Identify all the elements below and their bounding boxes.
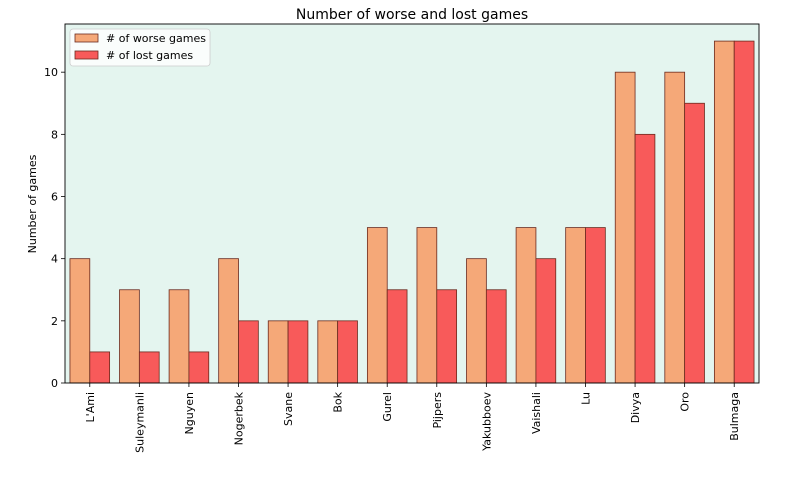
- bar-worse-8: [466, 258, 487, 384]
- legend-label-0: # of worse games: [106, 32, 206, 45]
- y-tick-label-2: 4: [51, 253, 58, 266]
- bar-lost-12: [684, 102, 705, 384]
- bar-worse-10: [565, 227, 586, 384]
- y-tick-label-0: 0: [51, 377, 58, 390]
- bar-lost-3: [238, 320, 259, 384]
- bar-lost-7: [436, 289, 458, 384]
- y-axis-label: Number of games: [26, 154, 39, 253]
- legend-swatch-0: [74, 33, 99, 43]
- x-tick-label-4: Svane: [282, 392, 295, 426]
- x-tick-label-9: Vaishali: [530, 392, 543, 434]
- chart-title: Number of worse and lost games: [296, 7, 528, 23]
- x-tick-label-6: Gurel: [381, 392, 394, 422]
- bar-worse-1: [119, 289, 140, 384]
- plot-frame: [64, 23, 760, 384]
- bar-worse-9: [515, 227, 537, 384]
- bar-worse-12: [664, 71, 686, 384]
- bar-lost-0: [89, 351, 111, 384]
- x-tick-label-8: Yakubboev: [480, 392, 493, 452]
- bar-worse-11: [614, 71, 636, 384]
- legend-box: [69, 28, 211, 67]
- x-tick-label-11: Divya: [629, 392, 642, 423]
- x-tick-label-13: Bulmaga: [728, 392, 741, 441]
- legend: # of worse games # of lost games: [69, 28, 211, 67]
- bar-lost-5: [337, 320, 358, 384]
- y-axis: 0 2 4 6 8 10: [44, 66, 65, 390]
- y-tick-label-3: 6: [51, 191, 58, 204]
- legend-label-1: # of lost games: [106, 49, 193, 62]
- y-tick-label-5: 10: [44, 66, 58, 79]
- bar-worse-0: [69, 258, 91, 384]
- bar-lost-8: [485, 289, 507, 384]
- x-tick-label-12: Oro: [679, 392, 692, 412]
- x-tick-label-3: Nogerbek: [233, 391, 246, 445]
- x-tick-label-0: L'Ami: [84, 392, 97, 422]
- bar-lost-9: [535, 258, 557, 384]
- x-axis: L'Ami Suleymanli Nguyen Nogerbek Svane Bok Gur…: [84, 383, 741, 453]
- x-tick-label-5: Bok: [332, 391, 345, 412]
- bar-worse-13: [713, 40, 735, 384]
- bar-worse-3: [218, 258, 239, 384]
- x-tick-label-1: Suleymanli: [133, 392, 146, 453]
- bar-worse-6: [366, 227, 388, 384]
- bar-worse-5: [317, 320, 339, 384]
- bar-worse-7: [416, 227, 438, 384]
- bar-lost-13: [733, 40, 755, 384]
- x-tick-label-10: Lu: [580, 392, 593, 405]
- bars-group: [69, 40, 755, 384]
- x-tick-label-2: Nguyen: [183, 392, 196, 434]
- bar-worse-4: [267, 320, 289, 384]
- bar-lost-6: [386, 289, 408, 384]
- bar-lost-2: [188, 351, 210, 384]
- legend-swatch-1: [74, 50, 99, 60]
- bar-worse-2: [168, 289, 190, 384]
- bar-lost-10: [585, 227, 606, 384]
- bar-lost-1: [138, 351, 160, 384]
- bar-lost-4: [287, 320, 309, 384]
- bar-lost-11: [634, 133, 656, 384]
- y-tick-label-1: 2: [51, 315, 58, 328]
- y-tick-label-4: 8: [51, 128, 58, 141]
- x-tick-label-7: Pijpers: [431, 392, 444, 429]
